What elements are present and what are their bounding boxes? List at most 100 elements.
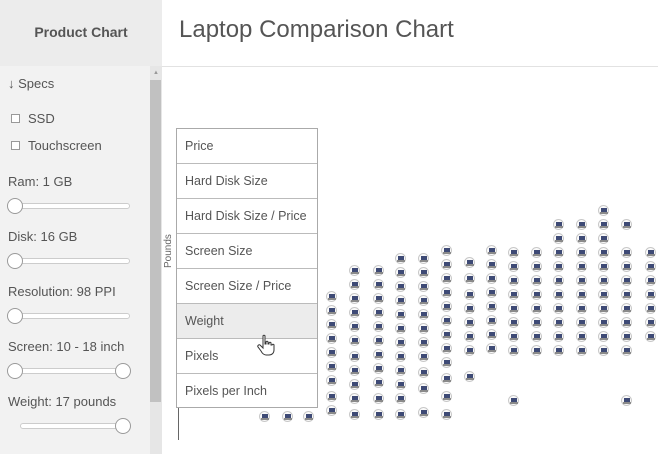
- laptop-icon[interactable]: [576, 219, 587, 230]
- laptop-icon[interactable]: [395, 337, 406, 348]
- laptop-icon[interactable]: [441, 287, 452, 298]
- laptop-icon[interactable]: [441, 373, 452, 384]
- laptop-icon[interactable]: [373, 279, 384, 290]
- laptop-icon[interactable]: [326, 333, 337, 344]
- ram-slider[interactable]: [9, 203, 130, 209]
- laptop-icon[interactable]: [326, 405, 337, 416]
- laptop-icon[interactable]: [553, 345, 564, 356]
- laptop-icon[interactable]: [441, 409, 452, 420]
- laptop-icon[interactable]: [598, 261, 609, 272]
- laptop-icon[interactable]: [464, 257, 475, 268]
- laptop-icon[interactable]: [373, 393, 384, 404]
- laptop-icon[interactable]: [373, 363, 384, 374]
- laptop-icon[interactable]: [598, 289, 609, 300]
- laptop-icon[interactable]: [576, 233, 587, 244]
- laptop-icon[interactable]: [441, 315, 452, 326]
- laptop-icon[interactable]: [441, 301, 452, 312]
- laptop-icon[interactable]: [508, 331, 519, 342]
- laptop-icon[interactable]: [508, 345, 519, 356]
- touchscreen-checkbox-row[interactable]: Touchscreen: [11, 138, 102, 153]
- laptop-icon[interactable]: [576, 289, 587, 300]
- laptop-icon[interactable]: [349, 409, 360, 420]
- laptop-icon[interactable]: [486, 301, 497, 312]
- laptop-icon[interactable]: [645, 261, 656, 272]
- laptop-icon[interactable]: [464, 289, 475, 300]
- axis-option-hard-disk-size[interactable]: Hard Disk Size: [177, 164, 317, 199]
- laptop-icon[interactable]: [441, 259, 452, 270]
- axis-option-screen-size-per-price[interactable]: Screen Size / Price: [177, 269, 317, 304]
- laptop-icon[interactable]: [531, 261, 542, 272]
- axis-option-price[interactable]: Price: [177, 129, 317, 164]
- laptop-icon[interactable]: [508, 247, 519, 258]
- laptop-icon[interactable]: [418, 337, 429, 348]
- laptop-icon[interactable]: [645, 275, 656, 286]
- laptop-icon[interactable]: [621, 275, 632, 286]
- laptop-icon[interactable]: [395, 365, 406, 376]
- laptop-icon[interactable]: [373, 349, 384, 360]
- laptop-icon[interactable]: [326, 361, 337, 372]
- laptop-icon[interactable]: [441, 391, 452, 402]
- laptop-icon[interactable]: [531, 331, 542, 342]
- laptop-icon[interactable]: [441, 273, 452, 284]
- ram-slider-handle[interactable]: [7, 198, 23, 214]
- laptop-icon[interactable]: [553, 303, 564, 314]
- screen-slider-high-handle[interactable]: [115, 363, 131, 379]
- axis-option-screen-size[interactable]: Screen Size: [177, 234, 317, 269]
- laptop-icon[interactable]: [598, 233, 609, 244]
- laptop-icon[interactable]: [395, 393, 406, 404]
- laptop-icon[interactable]: [486, 259, 497, 270]
- laptop-icon[interactable]: [531, 317, 542, 328]
- axis-option-pixels-per-inch[interactable]: Pixels per Inch: [185, 384, 267, 398]
- laptop-icon[interactable]: [395, 323, 406, 334]
- laptop-icon[interactable]: [576, 317, 587, 328]
- laptop-icon[interactable]: [621, 289, 632, 300]
- laptop-icon[interactable]: [349, 351, 360, 362]
- laptop-icon[interactable]: [486, 287, 497, 298]
- resolution-slider[interactable]: [9, 313, 130, 319]
- laptop-icon[interactable]: [441, 245, 452, 256]
- axis-option-weight[interactable]: Weight: [177, 304, 317, 339]
- laptop-icon[interactable]: [576, 261, 587, 272]
- ssd-checkbox-row[interactable]: SSD: [11, 111, 55, 126]
- laptop-icon[interactable]: [395, 281, 406, 292]
- weight-slider[interactable]: [20, 423, 130, 429]
- laptop-icon[interactable]: [508, 275, 519, 286]
- ssd-checkbox[interactable]: [11, 114, 20, 123]
- laptop-icon[interactable]: [395, 309, 406, 320]
- laptop-icon[interactable]: [395, 409, 406, 420]
- laptop-icon[interactable]: [418, 407, 429, 418]
- laptop-icon[interactable]: [531, 345, 542, 356]
- laptop-icon[interactable]: [326, 291, 337, 302]
- laptop-icon[interactable]: [349, 307, 360, 318]
- laptop-icon[interactable]: [395, 253, 406, 264]
- laptop-icon[interactable]: [553, 317, 564, 328]
- laptop-icon[interactable]: [303, 411, 314, 422]
- scroll-up-icon[interactable]: ▲: [153, 70, 159, 76]
- laptop-icon[interactable]: [282, 411, 293, 422]
- laptop-icon[interactable]: [441, 357, 452, 368]
- laptop-icon[interactable]: [418, 367, 429, 378]
- disk-slider[interactable]: [9, 258, 130, 264]
- laptop-icon[interactable]: [598, 247, 609, 258]
- laptop-icon[interactable]: [349, 365, 360, 376]
- laptop-icon[interactable]: [486, 245, 497, 256]
- laptop-icon[interactable]: [395, 267, 406, 278]
- axis-option-pixels[interactable]: Pixels: [177, 339, 317, 374]
- laptop-icon[interactable]: [441, 343, 452, 354]
- laptop-icon[interactable]: [373, 321, 384, 332]
- laptop-icon[interactable]: [553, 275, 564, 286]
- laptop-icon[interactable]: [464, 331, 475, 342]
- laptop-icon[interactable]: [486, 273, 497, 284]
- laptop-icon[interactable]: [464, 317, 475, 328]
- laptop-icon[interactable]: [645, 317, 656, 328]
- touchscreen-checkbox[interactable]: [11, 141, 20, 150]
- laptop-icon[interactable]: [373, 409, 384, 420]
- laptop-icon[interactable]: [464, 345, 475, 356]
- laptop-icon[interactable]: [576, 303, 587, 314]
- laptop-icon[interactable]: [553, 219, 564, 230]
- laptop-icon[interactable]: [373, 335, 384, 346]
- laptop-icon[interactable]: [531, 303, 542, 314]
- laptop-icon[interactable]: [418, 309, 429, 320]
- laptop-icon[interactable]: [598, 205, 609, 216]
- specs-heading[interactable]: ↓ Specs: [8, 76, 55, 91]
